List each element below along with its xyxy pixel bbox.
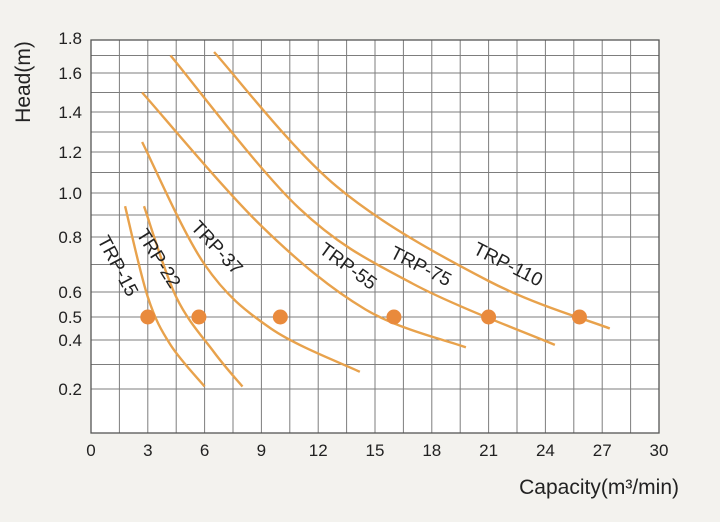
y-tick-label: 0.2 — [58, 380, 82, 399]
operating-points — [140, 309, 587, 325]
series-line-trp-55 — [141, 91, 467, 349]
x-tick-label: 0 — [86, 441, 95, 460]
y-tick-label: 1.2 — [58, 143, 82, 162]
series-line-trp-37 — [141, 141, 361, 373]
series-line-trp-110 — [213, 51, 611, 330]
x-tick-label: 12 — [309, 441, 328, 460]
x-tick-label: 18 — [422, 441, 441, 460]
y-tick-label: 0.4 — [58, 331, 82, 350]
y-tick-label: 0.6 — [58, 283, 82, 302]
axes: 0 3 6 9 12 15 18 21 24 27 30 0.2 0.4 0.5 0.6 0.8 1.0 1.2 1… — [58, 29, 668, 460]
operating-point-trp-110 — [571, 309, 587, 325]
x-tick-label: 9 — [257, 441, 266, 460]
operating-point-trp-15 — [140, 309, 156, 325]
x-tick-label: 27 — [593, 441, 612, 460]
y-tick-label: 1.0 — [58, 184, 82, 203]
plot-frame — [90, 39, 660, 434]
x-tick-label: 15 — [366, 441, 385, 460]
x-tick-label: 30 — [650, 441, 669, 460]
x-tick-label: 21 — [479, 441, 498, 460]
y-tick-label: 1.6 — [58, 64, 82, 83]
y-tick-label: 1.4 — [58, 103, 82, 122]
series-line-trp-22 — [142, 205, 244, 388]
y-tick-label: 1.8 — [58, 29, 82, 48]
y-tick-label: 0.5 — [58, 308, 82, 327]
operating-point-trp-37 — [272, 309, 288, 325]
x-tick-label: 3 — [143, 441, 152, 460]
grid — [90, 39, 660, 434]
operating-point-trp-75 — [481, 309, 497, 325]
x-tick-label: 24 — [536, 441, 555, 460]
y-tick-label: 0.8 — [58, 228, 82, 247]
operating-point-trp-22 — [191, 309, 207, 325]
y-axis-title: Head(m) — [12, 41, 35, 123]
x-axis-title: Capacity(m³/min) — [519, 476, 679, 499]
x-tick-label: 6 — [200, 441, 209, 460]
operating-point-trp-55 — [386, 309, 402, 325]
series-line-trp-15 — [123, 205, 206, 388]
